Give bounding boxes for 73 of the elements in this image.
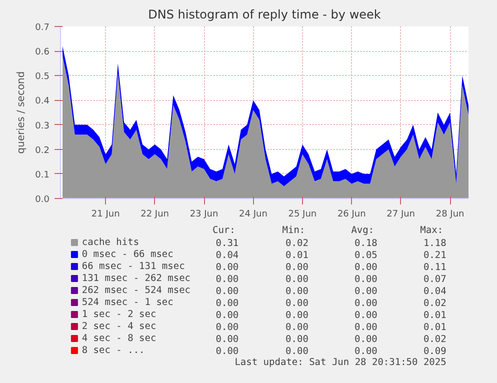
x-tick-label: 26 Jun <box>337 210 366 220</box>
text: Max: <box>420 225 444 236</box>
text: Last update: Sat Jun 28 20:31:50 2025 <box>234 357 446 368</box>
text: Avg: <box>351 225 374 236</box>
text: 0.00 <box>216 322 239 333</box>
x-tick-label: 28 Jun <box>436 210 464 220</box>
y-tick-label: 0.3 <box>35 121 50 132</box>
text: 0.00 <box>354 262 378 273</box>
text: 0.00 <box>354 286 378 297</box>
legend-label: 0 msec - 66 msec <box>82 249 174 260</box>
text: 0.00 <box>354 322 378 333</box>
legend-label: 2 sec - 4 sec <box>82 321 156 332</box>
legend-label: 524 msec - 1 sec <box>82 297 174 308</box>
text: 0.01 <box>423 310 447 321</box>
text: 0.00 <box>286 286 309 297</box>
text: 0.00 <box>286 298 309 309</box>
text: 0.21 <box>423 250 447 261</box>
chart-title: DNS histogram of reply time - by week <box>148 8 381 22</box>
text: 0.04 <box>216 250 239 261</box>
text: 0.00 <box>216 286 239 297</box>
text: 0.00 <box>216 274 239 285</box>
text: 0.11 <box>423 262 447 273</box>
text: 0.00 <box>354 334 378 345</box>
text: 0.00 <box>286 346 309 357</box>
text: 0.00 <box>286 274 309 285</box>
text: Min: <box>282 225 306 236</box>
x-tick-label: 27 Jun <box>386 210 416 220</box>
legend-label: 66 msec - 131 msec <box>82 261 185 272</box>
text: 0.02 <box>286 238 308 249</box>
y-tick-label: 0.5 <box>35 72 50 82</box>
y-tick-label: 0.7 <box>35 23 50 33</box>
text: 0.00 <box>286 322 309 333</box>
text: 0.00 <box>216 334 239 345</box>
legend-label: cache hits <box>82 237 140 248</box>
text: 0.00 <box>354 310 378 321</box>
text: 0.00 <box>286 310 309 321</box>
text: 0.04 <box>423 286 447 297</box>
y-tick-label: 0.0 <box>35 195 50 205</box>
legend-label: 4 sec - 8 sec <box>82 333 156 344</box>
text: 0.00 <box>354 298 378 309</box>
text: 0.00 <box>216 298 239 309</box>
text: 0.01 <box>423 322 447 333</box>
y-tick-label: 0.4 <box>35 96 50 107</box>
x-tick-label: 24 Jun <box>239 210 268 220</box>
legend-label: 8 sec - ... <box>82 345 145 356</box>
x-tick-label: 22 Jun <box>140 210 170 220</box>
x-tick-label: 23 Jun <box>190 210 218 220</box>
legend-label: 262 msec - 524 msec <box>82 285 191 296</box>
y-tick-label: 0.1 <box>35 170 50 180</box>
x-tick-label: 25 Jun <box>288 210 317 220</box>
text: 0.02 <box>423 298 446 309</box>
text: 0.07 <box>423 274 446 285</box>
text: 0.00 <box>354 346 378 357</box>
text: 0.02 <box>423 334 446 345</box>
text: Cur: <box>212 225 236 236</box>
legend-label: 131 msec - 262 msec <box>82 273 191 284</box>
text: 0.05 <box>354 250 378 261</box>
text: 0.00 <box>354 274 378 285</box>
text: 0.00 <box>216 346 239 357</box>
text: 0.09 <box>423 346 447 357</box>
y-tick-label: 0.2 <box>35 146 50 156</box>
y-axis-title: queries / second <box>16 71 28 154</box>
y-tick-label: 0.6 <box>35 48 50 58</box>
text: 0.01 <box>286 250 309 261</box>
legend-label: 1 sec - 2 sec <box>82 309 156 320</box>
text: 0.31 <box>216 238 239 249</box>
text: 0.00 <box>216 262 239 273</box>
text: 1.18 <box>423 238 447 249</box>
text: 0.00 <box>216 310 239 321</box>
text: 0.00 <box>286 262 309 273</box>
text: 0.00 <box>286 334 309 345</box>
text: 0.18 <box>354 238 378 249</box>
x-tick-label: 21 Jun <box>91 210 120 220</box>
